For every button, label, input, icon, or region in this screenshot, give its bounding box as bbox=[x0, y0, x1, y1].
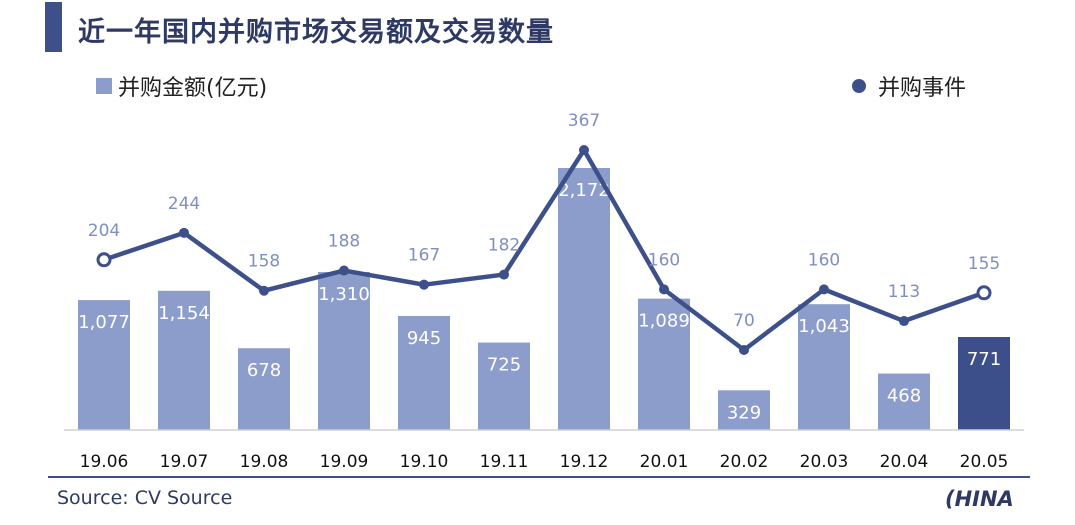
line-point bbox=[499, 269, 509, 280]
bar bbox=[478, 342, 530, 430]
line-point bbox=[739, 345, 749, 355]
x-tick-label: 20.01 bbox=[640, 452, 689, 472]
bar-label: 1,310 bbox=[318, 284, 370, 305]
bar-label: 725 bbox=[487, 355, 521, 376]
title-accent-bar bbox=[45, 2, 62, 52]
legend-line: 并购事件 bbox=[852, 70, 966, 102]
page-title: 近一年国内并购市场交易额及交易数量 bbox=[78, 17, 554, 48]
line-label: 244 bbox=[168, 194, 200, 214]
line-label: 188 bbox=[328, 232, 360, 252]
brand-logo: (HINA bbox=[945, 487, 1014, 511]
x-tick-label: 19.12 bbox=[560, 452, 609, 472]
line-label: 160 bbox=[648, 250, 680, 270]
line-label: 70 bbox=[733, 311, 755, 331]
bar bbox=[158, 290, 210, 430]
line-label: 158 bbox=[248, 252, 280, 272]
bar bbox=[718, 390, 770, 430]
bar bbox=[238, 348, 290, 430]
line-point bbox=[659, 284, 669, 295]
line-point bbox=[579, 145, 589, 155]
bar-label: 2,172 bbox=[558, 180, 610, 201]
bar bbox=[798, 304, 850, 430]
line-point bbox=[96, 252, 112, 268]
x-tick-label: 20.05 bbox=[960, 452, 1009, 472]
x-tick-label: 19.07 bbox=[160, 452, 209, 472]
x-tick-label: 19.06 bbox=[80, 452, 129, 472]
bar-label: 678 bbox=[247, 360, 281, 381]
bar-label: 1,154 bbox=[158, 303, 210, 324]
line-point bbox=[339, 265, 349, 276]
bar bbox=[638, 298, 690, 430]
line-point bbox=[819, 284, 829, 295]
bar-label: 945 bbox=[407, 328, 441, 349]
bar-label: 468 bbox=[887, 386, 921, 407]
line-label: 367 bbox=[568, 111, 600, 131]
legend-bar-swatch bbox=[96, 78, 112, 94]
bar-label: 1,077 bbox=[78, 312, 130, 333]
legend-line-marker bbox=[852, 79, 866, 93]
x-tick-label: 20.02 bbox=[720, 452, 769, 472]
x-tick-label: 19.08 bbox=[240, 452, 289, 472]
line-label: 155 bbox=[968, 254, 1000, 274]
x-tick-label: 19.10 bbox=[400, 452, 449, 472]
x-tick-label: 20.03 bbox=[800, 452, 849, 472]
line-point bbox=[419, 279, 429, 290]
line-label: 167 bbox=[408, 246, 440, 266]
legend-line-label: 并购事件 bbox=[878, 76, 967, 101]
line-label: 204 bbox=[88, 221, 120, 241]
x-tick-label: 19.09 bbox=[320, 452, 369, 472]
legend-bar-label: 并购金额(亿元) bbox=[118, 76, 268, 101]
source-note: Source: CV Source bbox=[57, 487, 233, 509]
line-series bbox=[103, 147, 985, 353]
line-label: 160 bbox=[808, 250, 840, 270]
line-point bbox=[259, 285, 269, 296]
bar bbox=[878, 373, 930, 430]
bar-label: 771 bbox=[967, 349, 1001, 370]
bar bbox=[958, 336, 1010, 430]
bar bbox=[558, 168, 610, 430]
x-tick-label: 20.04 bbox=[880, 452, 929, 472]
bar-label: 329 bbox=[727, 402, 761, 423]
bar bbox=[398, 316, 450, 430]
bar-label: 1,043 bbox=[798, 316, 850, 337]
line-point bbox=[899, 316, 909, 327]
bar-label: 1,089 bbox=[638, 311, 690, 332]
x-tick-label: 19.11 bbox=[480, 452, 529, 472]
line-label: 113 bbox=[888, 282, 920, 302]
line-point bbox=[976, 285, 992, 301]
bar bbox=[318, 271, 370, 430]
bar bbox=[78, 300, 130, 430]
line-point bbox=[179, 227, 189, 238]
line-label: 182 bbox=[488, 236, 520, 256]
legend-bar: 并购金额(亿元) bbox=[96, 70, 267, 102]
